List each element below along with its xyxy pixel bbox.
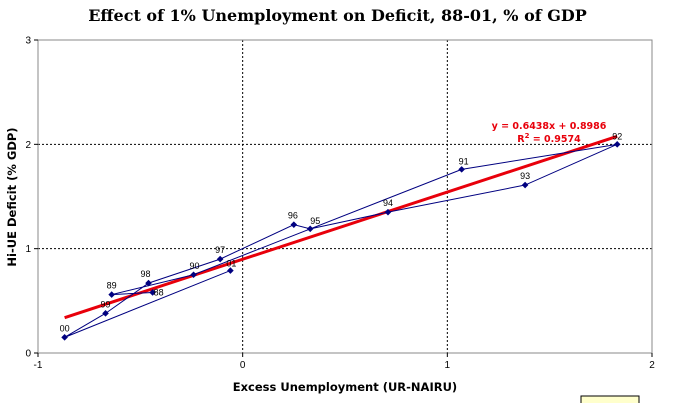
y-tick-label: 1 <box>25 244 31 255</box>
trendline-group <box>64 134 618 320</box>
data-point <box>108 291 115 298</box>
point-label: 95 <box>310 216 320 226</box>
point-label: 88 <box>154 287 164 297</box>
r2-value: = 0.9574 <box>529 134 581 145</box>
data-point <box>149 289 156 296</box>
point-label: 89 <box>107 281 117 291</box>
y-tick-label: 0 <box>25 349 31 360</box>
data-point <box>306 225 314 233</box>
point-label: 96 <box>288 211 298 221</box>
corner-fragment <box>580 395 640 403</box>
x-tick-label: -1 <box>34 360 43 371</box>
point-label: 99 <box>101 299 111 309</box>
data-point <box>190 271 197 279</box>
y-axis-label: Hi-UE Deficit (% GDP) <box>5 127 19 266</box>
data-point <box>521 181 529 189</box>
y-tick-label: 3 <box>25 36 31 47</box>
data-point <box>290 221 298 228</box>
y-tick-label: 2 <box>25 140 31 151</box>
x-tick-label: 0 <box>240 360 246 371</box>
point-label: 98 <box>141 269 151 279</box>
point-label: 01 <box>226 259 236 269</box>
chart-title: Effect of 1% Unemployment on Deficit, 88… <box>88 6 587 25</box>
trendline-equation: y = 0.6438x + 0.8986 <box>492 121 607 132</box>
plot-frame <box>37 39 653 354</box>
data-point <box>102 310 109 317</box>
gridlines <box>38 40 652 353</box>
data-point <box>61 334 68 341</box>
data-point <box>613 141 621 148</box>
series-line <box>64 143 618 338</box>
r2-label: R <box>517 134 525 145</box>
x-tick-label: 2 <box>649 360 655 371</box>
x-tick-label: 1 <box>445 360 451 371</box>
trendline <box>64 134 618 320</box>
point-label: 00 <box>60 323 70 333</box>
point-label: 90 <box>190 261 200 271</box>
series-group <box>61 141 621 341</box>
point-labels: 88 89 90 91 92 93 94 95 96 97 98 99 00 01 <box>60 131 623 333</box>
x-axis-label: Excess Unemployment (UR-NAIRU) <box>233 380 457 394</box>
point-label: 94 <box>383 198 393 208</box>
data-point <box>458 166 465 173</box>
point-label: 93 <box>520 171 530 181</box>
data-point <box>384 208 392 216</box>
r2-superscript: 2 <box>525 132 530 140</box>
trendline-r-squared: R2 = 0.9574 <box>517 132 581 145</box>
data-point <box>216 255 224 263</box>
data-point <box>227 267 234 274</box>
point-label: 92 <box>612 131 622 141</box>
data-point <box>145 279 152 287</box>
point-label: 91 <box>459 156 469 166</box>
point-label: 97 <box>215 245 225 255</box>
